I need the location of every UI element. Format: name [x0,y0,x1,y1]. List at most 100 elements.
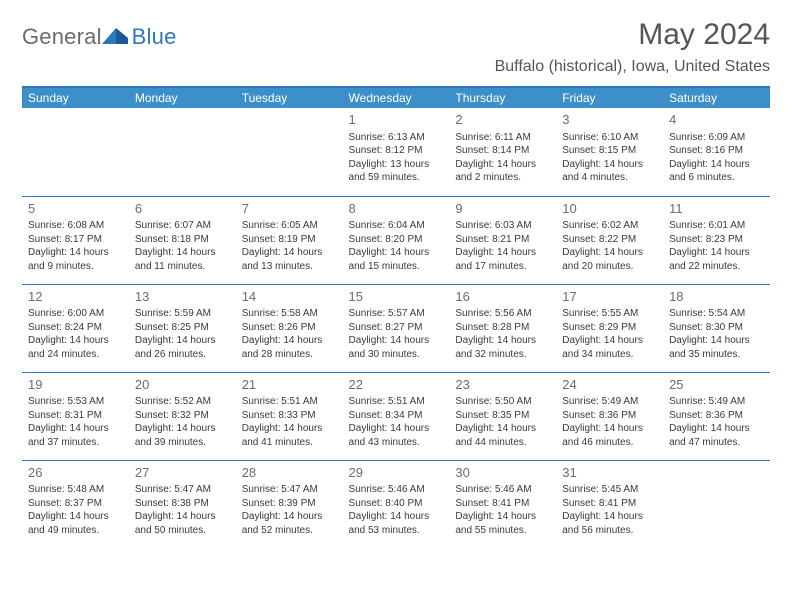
sunrise-text: Sunrise: 5:58 AM [242,307,337,321]
sunset-text: Sunset: 8:36 PM [669,409,764,423]
day-number: 14 [242,288,337,306]
brand-logo: General Blue [22,18,177,50]
calendar-cell: 30Sunrise: 5:46 AMSunset: 8:41 PMDayligh… [449,460,556,548]
daylight-text: Daylight: 14 hours and 17 minutes. [455,246,550,273]
calendar-cell: 26Sunrise: 5:48 AMSunset: 8:37 PMDayligh… [22,460,129,548]
daylight-text: Daylight: 14 hours and 56 minutes. [562,510,657,537]
day-number: 23 [455,376,550,394]
day-number: 7 [242,200,337,218]
calendar-row: 19Sunrise: 5:53 AMSunset: 8:31 PMDayligh… [22,372,770,460]
daylight-text: Daylight: 14 hours and 35 minutes. [669,334,764,361]
day-number: 5 [28,200,123,218]
sunset-text: Sunset: 8:35 PM [455,409,550,423]
calendar-cell: 8Sunrise: 6:04 AMSunset: 8:20 PMDaylight… [343,196,450,284]
brand-part1: General [22,24,102,49]
day-number: 25 [669,376,764,394]
sunset-text: Sunset: 8:30 PM [669,321,764,335]
sunset-text: Sunset: 8:24 PM [28,321,123,335]
dayhead-thu: Thursday [449,87,556,108]
sunset-text: Sunset: 8:39 PM [242,497,337,511]
daylight-text: Daylight: 14 hours and 55 minutes. [455,510,550,537]
sunrise-text: Sunrise: 6:05 AM [242,219,337,233]
sunset-text: Sunset: 8:26 PM [242,321,337,335]
sunset-text: Sunset: 8:21 PM [455,233,550,247]
day-number: 24 [562,376,657,394]
sunset-text: Sunset: 8:12 PM [349,144,444,158]
sunrise-text: Sunrise: 5:53 AM [28,395,123,409]
sunset-text: Sunset: 8:37 PM [28,497,123,511]
day-number: 27 [135,464,230,482]
calendar-cell: 9Sunrise: 6:03 AMSunset: 8:21 PMDaylight… [449,196,556,284]
sunrise-text: Sunrise: 6:00 AM [28,307,123,321]
sunrise-text: Sunrise: 5:49 AM [562,395,657,409]
day-number: 8 [349,200,444,218]
sunrise-text: Sunrise: 5:52 AM [135,395,230,409]
day-number: 26 [28,464,123,482]
sunrise-text: Sunrise: 5:46 AM [455,483,550,497]
calendar-row: 26Sunrise: 5:48 AMSunset: 8:37 PMDayligh… [22,460,770,548]
calendar-cell: 7Sunrise: 6:05 AMSunset: 8:19 PMDaylight… [236,196,343,284]
daylight-text: Daylight: 14 hours and 41 minutes. [242,422,337,449]
brand-part2-wrap: Blue [132,24,177,50]
sunrise-text: Sunrise: 6:07 AM [135,219,230,233]
daylight-text: Daylight: 14 hours and 11 minutes. [135,246,230,273]
sunrise-text: Sunrise: 5:46 AM [349,483,444,497]
day-number: 3 [562,111,657,129]
calendar-cell: 20Sunrise: 5:52 AMSunset: 8:32 PMDayligh… [129,372,236,460]
dayhead-fri: Friday [556,87,663,108]
month-title: May 2024 [495,18,770,52]
sunset-text: Sunset: 8:41 PM [562,497,657,511]
daylight-text: Daylight: 14 hours and 24 minutes. [28,334,123,361]
day-number: 16 [455,288,550,306]
calendar-cell: 3Sunrise: 6:10 AMSunset: 8:15 PMDaylight… [556,108,663,196]
sunset-text: Sunset: 8:16 PM [669,144,764,158]
calendar-cell [663,460,770,548]
sunset-text: Sunset: 8:17 PM [28,233,123,247]
calendar-cell: 12Sunrise: 6:00 AMSunset: 8:24 PMDayligh… [22,284,129,372]
sunrise-text: Sunrise: 5:47 AM [242,483,337,497]
dayhead-mon: Monday [129,87,236,108]
calendar-cell: 29Sunrise: 5:46 AMSunset: 8:40 PMDayligh… [343,460,450,548]
sunset-text: Sunset: 8:31 PM [28,409,123,423]
day-number: 4 [669,111,764,129]
sunset-text: Sunset: 8:38 PM [135,497,230,511]
sunrise-text: Sunrise: 5:45 AM [562,483,657,497]
day-number: 10 [562,200,657,218]
calendar-cell: 22Sunrise: 5:51 AMSunset: 8:34 PMDayligh… [343,372,450,460]
day-number: 6 [135,200,230,218]
brand-text: General [22,24,102,50]
calendar-cell: 2Sunrise: 6:11 AMSunset: 8:14 PMDaylight… [449,108,556,196]
daylight-text: Daylight: 13 hours and 59 minutes. [349,158,444,185]
calendar-cell: 5Sunrise: 6:08 AMSunset: 8:17 PMDaylight… [22,196,129,284]
daylight-text: Daylight: 14 hours and 43 minutes. [349,422,444,449]
daylight-text: Daylight: 14 hours and 4 minutes. [562,158,657,185]
calendar-body: 1Sunrise: 6:13 AMSunset: 8:12 PMDaylight… [22,108,770,548]
daylight-text: Daylight: 14 hours and 53 minutes. [349,510,444,537]
daylight-text: Daylight: 14 hours and 13 minutes. [242,246,337,273]
sunset-text: Sunset: 8:29 PM [562,321,657,335]
sunset-text: Sunset: 8:33 PM [242,409,337,423]
daylight-text: Daylight: 14 hours and 6 minutes. [669,158,764,185]
daylight-text: Daylight: 14 hours and 52 minutes. [242,510,337,537]
sunset-text: Sunset: 8:25 PM [135,321,230,335]
daylight-text: Daylight: 14 hours and 44 minutes. [455,422,550,449]
day-number: 13 [135,288,230,306]
calendar-cell: 13Sunrise: 5:59 AMSunset: 8:25 PMDayligh… [129,284,236,372]
sunrise-text: Sunrise: 6:08 AM [28,219,123,233]
sunrise-text: Sunrise: 5:56 AM [455,307,550,321]
sunrise-text: Sunrise: 5:57 AM [349,307,444,321]
sunrise-text: Sunrise: 6:02 AM [562,219,657,233]
calendar-cell: 11Sunrise: 6:01 AMSunset: 8:23 PMDayligh… [663,196,770,284]
calendar-table: Sunday Monday Tuesday Wednesday Thursday… [22,86,770,548]
daylight-text: Daylight: 14 hours and 26 minutes. [135,334,230,361]
dayhead-sun: Sunday [22,87,129,108]
calendar-cell: 21Sunrise: 5:51 AMSunset: 8:33 PMDayligh… [236,372,343,460]
sunset-text: Sunset: 8:14 PM [455,144,550,158]
calendar-cell: 16Sunrise: 5:56 AMSunset: 8:28 PMDayligh… [449,284,556,372]
calendar-cell: 4Sunrise: 6:09 AMSunset: 8:16 PMDaylight… [663,108,770,196]
daylight-text: Daylight: 14 hours and 46 minutes. [562,422,657,449]
calendar-cell: 18Sunrise: 5:54 AMSunset: 8:30 PMDayligh… [663,284,770,372]
calendar-cell [22,108,129,196]
calendar-cell [129,108,236,196]
header: General Blue May 2024 Buffalo (historica… [22,18,770,76]
